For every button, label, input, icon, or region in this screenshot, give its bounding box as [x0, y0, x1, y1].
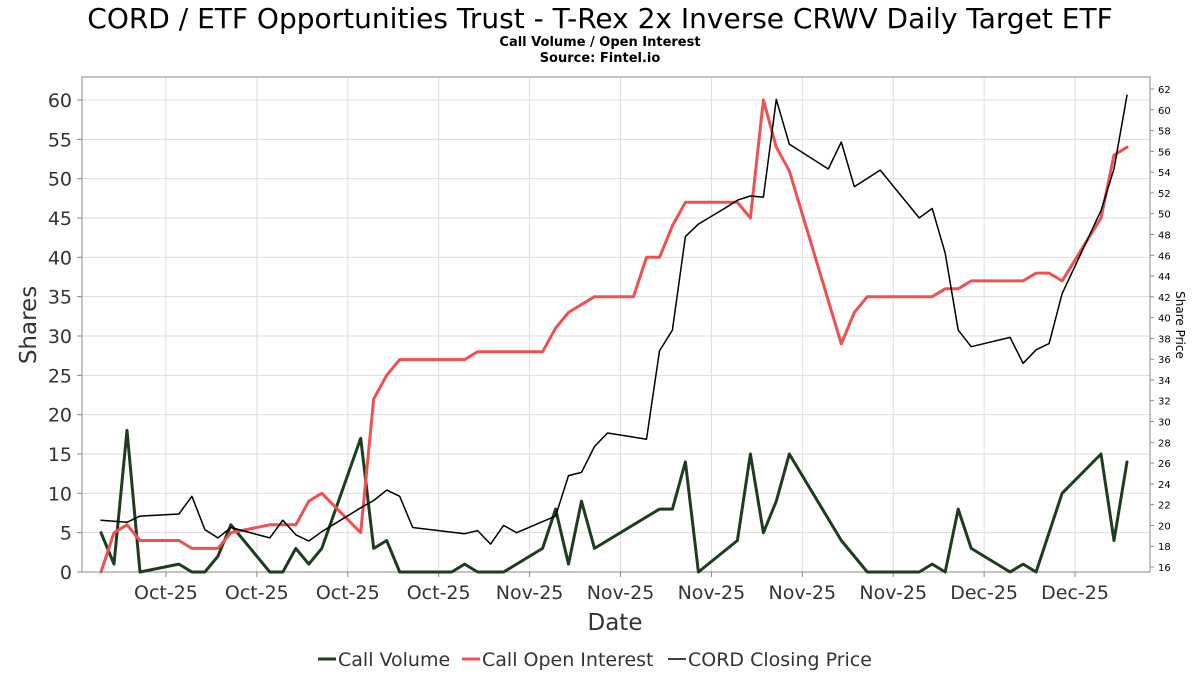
- y-tick-label: 5: [60, 523, 72, 545]
- y2-axis-ticks: 16 18 20 22 24 26 28 30 32 34 36 38 40 42 44 46 48 50 52 54…: [1150, 85, 1171, 574]
- y2-tick-label: 18: [1158, 542, 1171, 553]
- y-tick-label: 15: [48, 444, 72, 466]
- y2-tick-label: 20: [1158, 521, 1171, 532]
- y2-tick-label: 52: [1158, 189, 1171, 200]
- x-tick-label: Nov-25: [587, 582, 655, 604]
- y-tick-label: 45: [48, 208, 72, 230]
- y2-tick-label: 32: [1158, 397, 1171, 408]
- x-axis-label: Date: [588, 610, 643, 636]
- y-tick-label: 20: [48, 405, 72, 427]
- series-line-call-open-interest: [99, 98, 1129, 574]
- y-tick-label: 30: [48, 326, 72, 348]
- y2-tick-label: 36: [1158, 355, 1171, 366]
- x-tick-label: Nov-25: [769, 582, 837, 604]
- x-tick-label: Oct-25: [225, 582, 289, 604]
- y-axis-label: Shares: [16, 286, 42, 364]
- legend-label-closing-price: CORD Closing Price: [688, 649, 872, 671]
- y2-tick-label: 38: [1158, 334, 1171, 345]
- y-tick-label: 50: [48, 169, 72, 191]
- y2-tick-label: 60: [1158, 106, 1171, 117]
- y-tick-label: 0: [60, 562, 72, 584]
- y2-tick-label: 28: [1158, 438, 1171, 449]
- y2-tick-label: 54: [1158, 168, 1171, 179]
- legend-label-call-volume: Call Volume: [338, 649, 450, 671]
- x-tick-label: Nov-25: [496, 582, 564, 604]
- y2-tick-label: 62: [1158, 85, 1171, 96]
- x-tick-label: Dec-25: [950, 582, 1018, 604]
- y2-tick-label: 34: [1158, 376, 1171, 387]
- y2-tick-label: 46: [1158, 251, 1171, 262]
- series-line-call-volume: [99, 428, 1129, 574]
- legend: Call Volume Call Open Interest CORD Clos…: [318, 649, 872, 671]
- x-tick-label: Oct-25: [316, 582, 380, 604]
- y-tick-label: 55: [48, 129, 72, 151]
- y-tick-label: 25: [48, 365, 72, 387]
- y2-axis-label: Share Price: [1173, 291, 1187, 359]
- x-tick-label: Dec-25: [1041, 582, 1109, 604]
- x-tick-label: Nov-25: [859, 582, 927, 604]
- y2-tick-label: 42: [1158, 293, 1171, 304]
- y2-tick-label: 44: [1158, 272, 1171, 283]
- y2-tick-label: 48: [1158, 230, 1171, 241]
- y2-tick-label: 58: [1158, 127, 1171, 138]
- y-tick-label: 60: [48, 90, 72, 112]
- y-tick-label: 35: [48, 287, 72, 309]
- y2-tick-label: 56: [1158, 147, 1171, 158]
- y2-tick-label: 50: [1158, 210, 1171, 221]
- legend-label-call-open-interest: Call Open Interest: [482, 649, 654, 671]
- series-lines: [99, 94, 1129, 574]
- y-axis-ticks: 0 5 10 15 20 25 30 35 40 45 50 55 60: [48, 90, 82, 584]
- x-tick-label: Nov-25: [678, 582, 746, 604]
- grid-lines: [82, 77, 1150, 573]
- y2-tick-label: 26: [1158, 459, 1171, 470]
- y-tick-label: 40: [48, 247, 72, 269]
- y2-tick-label: 40: [1158, 314, 1171, 325]
- x-axis-ticks: Oct-25 Oct-25 Oct-25 Oct-25 Nov-25 Nov-25 Nov-…: [134, 572, 1109, 604]
- x-tick-label: Oct-25: [134, 582, 198, 604]
- x-tick-label: Oct-25: [407, 582, 471, 604]
- y-tick-label: 10: [48, 483, 72, 505]
- chart-source: Source: Fintel.io: [539, 51, 661, 66]
- series-line-closing-price: [100, 94, 1128, 545]
- y2-tick-label: 16: [1158, 563, 1171, 574]
- y2-tick-label: 22: [1158, 501, 1171, 512]
- y2-tick-label: 30: [1158, 418, 1171, 429]
- plot-area: [81, 76, 1151, 573]
- chart-subtitle: Call Volume / Open Interest: [499, 35, 701, 50]
- y2-tick-label: 24: [1158, 480, 1171, 491]
- chart-title: CORD / ETF Opportunities Trust - T-Rex 2…: [87, 2, 1113, 35]
